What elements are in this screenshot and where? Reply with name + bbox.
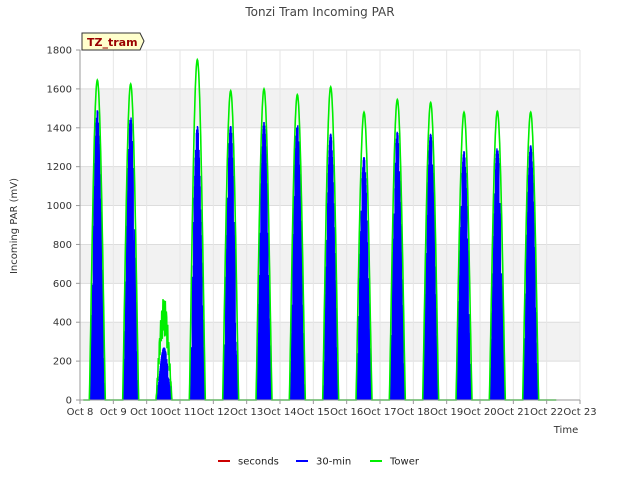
site-label-box: TZ_tram <box>81 32 145 51</box>
series-30-min <box>89 110 539 400</box>
x-tick-label: Oct 10 <box>130 407 163 418</box>
x-tick-label: Oct 18 <box>397 407 430 418</box>
y-tick-label: 1800 <box>47 46 72 57</box>
legend-label: 30-min <box>316 457 351 468</box>
y-tick-label: 400 <box>53 318 72 329</box>
site-label: TZ_tram <box>87 36 138 49</box>
y-tick-label: 600 <box>53 279 72 290</box>
x-axis-ticks: Oct 8 Oct 9 Oct 10 Oct 11 Oct 12 Oct 13 Oct 14… <box>67 400 597 418</box>
y-tick-label: 1000 <box>47 201 72 212</box>
x-tick-label: Oct 19 <box>430 407 463 418</box>
x-axis-label: Time <box>553 425 578 436</box>
chart-title: Tonzi Tram Incoming PAR <box>244 5 394 19</box>
y-axis-label: Incoming PAR (mV) <box>9 178 20 274</box>
x-tick-label: Oct 17 <box>363 407 396 418</box>
x-tick-label: Oct 15 <box>297 407 330 418</box>
y-tick-label: 0 <box>66 396 72 407</box>
x-tick-label: Oct 20 <box>463 407 496 418</box>
legend-label: Tower <box>389 457 420 468</box>
x-tick-label: Oct 22 <box>530 407 563 418</box>
y-tick-label: 200 <box>53 357 72 368</box>
y-tick-label: 1200 <box>47 162 72 173</box>
x-tick-label: Oct 11 <box>163 407 196 418</box>
x-tick-label: Oct 14 <box>263 407 296 418</box>
x-tick-label: Oct 23 <box>563 407 596 418</box>
legend: seconds 30-min Tower <box>218 457 420 468</box>
x-tick-label: Oct 9 <box>100 407 127 418</box>
x-tick-label: Oct 21 <box>497 407 530 418</box>
x-tick-label: Oct 8 <box>67 407 94 418</box>
axes <box>79 50 580 401</box>
x-tick-label: Oct 12 <box>197 407 230 418</box>
y-tick-label: 800 <box>53 240 72 251</box>
x-tick-label: Oct 13 <box>230 407 263 418</box>
legend-label: seconds <box>238 457 279 468</box>
x-tick-label: Oct 16 <box>330 407 363 418</box>
y-axis-ticks: 0 200 400 600 800 1000 1200 1400 1600 1800 <box>47 46 80 407</box>
y-tick-label: 1400 <box>47 123 72 134</box>
y-tick-label: 1600 <box>47 84 72 95</box>
